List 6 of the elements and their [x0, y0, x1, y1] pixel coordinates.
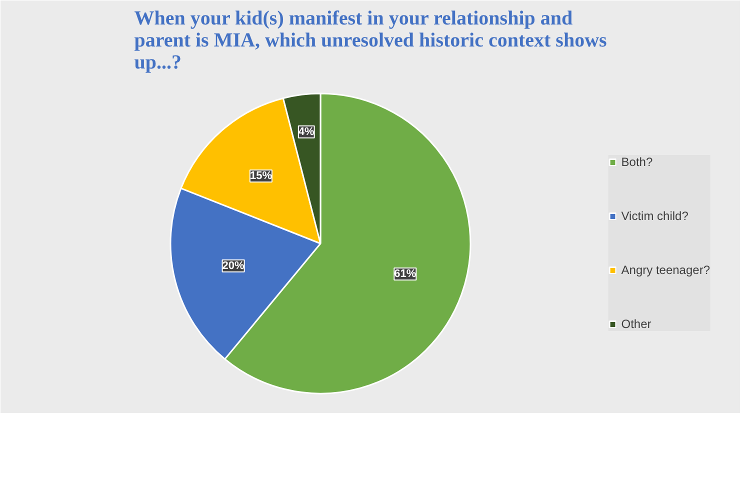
legend-label: Both? [621, 155, 653, 169]
legend-label: Other [621, 317, 652, 331]
chart-title: When your kid(s) manifest in your relationship and parent is MIA, which unresolved historic context shows up...? [134, 8, 608, 74]
legend-label: Victim child? [621, 209, 688, 223]
data-label: 15% [250, 170, 272, 182]
legend-label: Angry teenager? [621, 263, 710, 277]
